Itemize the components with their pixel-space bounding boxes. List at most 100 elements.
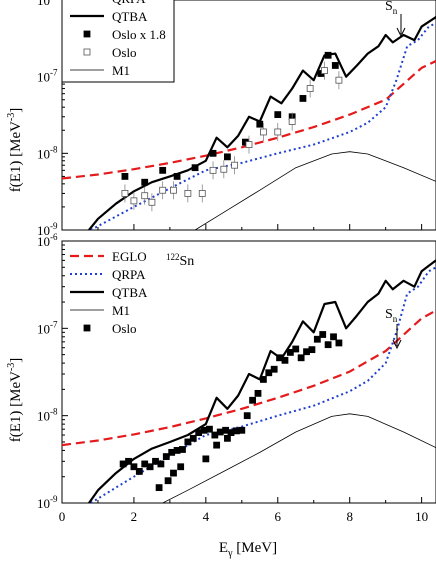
top-curves [62,16,436,230]
legend-label: Oslo [112,45,137,60]
series-line-qrpa [90,266,436,503]
legend-label: M1 [112,303,130,318]
data-point [184,190,192,197]
series-line-eglo [62,309,436,447]
data-point [324,51,332,59]
data-point [224,434,231,442]
legend-label: QRPA [112,0,146,6]
legend-label: Oslo [112,321,137,336]
data-point [191,164,199,172]
data-point [265,369,273,377]
legend-marker [83,48,91,56]
data-point [155,484,163,492]
data-point [249,396,256,404]
data-point [313,335,321,343]
data-point [184,438,192,446]
nucleus-label: 122Sn [166,252,194,269]
x-axis-label: Eγ [MeV] [219,540,277,559]
y-tick-label: 10-6 [37,0,58,8]
data-point [256,120,264,128]
data-point [292,345,300,353]
top-sn-arrowhead [396,27,406,38]
x-tick-label: 8 [346,509,353,524]
data-point [198,190,206,197]
data-point [121,190,129,197]
legend-label: QTBA [112,285,148,300]
data-point [274,128,282,136]
data-point [308,346,316,354]
x-tick-label: 10 [415,509,428,524]
bottom-legend: EGLO QRPA QTBA M1 Oslo [70,249,148,336]
y-tick-label: 10-7 [37,68,58,85]
series-line-qtba [88,259,436,503]
legend-marker [83,324,91,332]
bottom-plot-frame [61,240,436,504]
data-point [288,118,296,125]
data-point [159,166,167,174]
data-point [335,339,343,347]
data-point [179,446,186,453]
data-point [148,198,156,206]
data-point [170,186,177,194]
series-line-m1 [162,413,436,503]
data-point [189,434,197,442]
top-sn-label: Sn [385,0,398,16]
data-point [162,453,170,460]
bottom-points [119,331,343,492]
legend-marker [83,30,91,38]
top-legend-box [61,0,175,83]
y-tick-label: 10-6 [37,232,58,249]
data-point [130,463,138,471]
data-point [220,165,228,173]
y-tick-label: 10-9 [37,221,58,238]
data-point [164,477,172,485]
top-points [121,51,343,212]
bottom-x-ticks: 0 2 4 6 8 10 [59,224,428,524]
x-tick-label: 2 [131,509,138,524]
top-sn-marker: Sn [385,0,406,38]
data-point [319,331,327,338]
data-point [330,333,337,341]
top-plot-frame [61,0,436,231]
data-point [299,95,307,102]
data-point [231,161,239,169]
data-point [297,354,305,362]
legend-label: EGLO [112,249,147,264]
y-tick-label: 10-8 [37,144,58,161]
data-point [238,426,246,434]
data-point [331,62,339,69]
data-point [259,128,267,136]
legend-label: Oslo x 1.8 [112,27,166,42]
bottom-sn-marker: Sn [385,307,402,350]
data-point [321,67,328,74]
data-point [125,457,132,465]
data-point [324,341,332,349]
data-point [202,455,210,463]
legend-label: QTBA [112,9,148,24]
legend-label: M1 [112,63,130,78]
bottom-sn-arrowhead [392,339,402,350]
bottom-y-ticks: 10-9 10-8 10-7 10-6 [37,232,68,511]
data-point [270,365,278,373]
legend-label: QRPA [112,267,146,282]
x-tick-label: 6 [275,509,282,524]
data-point [335,76,343,84]
x-tick-label: 4 [203,509,210,524]
data-point [306,85,314,92]
series-line-qtba [88,16,436,230]
data-point [157,460,165,468]
data-point [141,192,149,200]
data-point [245,141,253,148]
y-tick-label: 10-8 [37,407,58,424]
data-point [254,389,262,397]
data-point [135,468,143,475]
series-line-m1 [194,151,436,230]
data-point [141,178,149,186]
top-legend: QRPA QTBA Oslo x 1.8 Oslo M1 [61,0,175,83]
y-tick-label: 10-9 [37,494,58,511]
bottom-sn-label: Sn [385,307,398,324]
data-point [130,197,138,205]
data-point [121,173,129,180]
bottom-y-axis-label: f(E1) [MeV-3] [6,358,24,443]
